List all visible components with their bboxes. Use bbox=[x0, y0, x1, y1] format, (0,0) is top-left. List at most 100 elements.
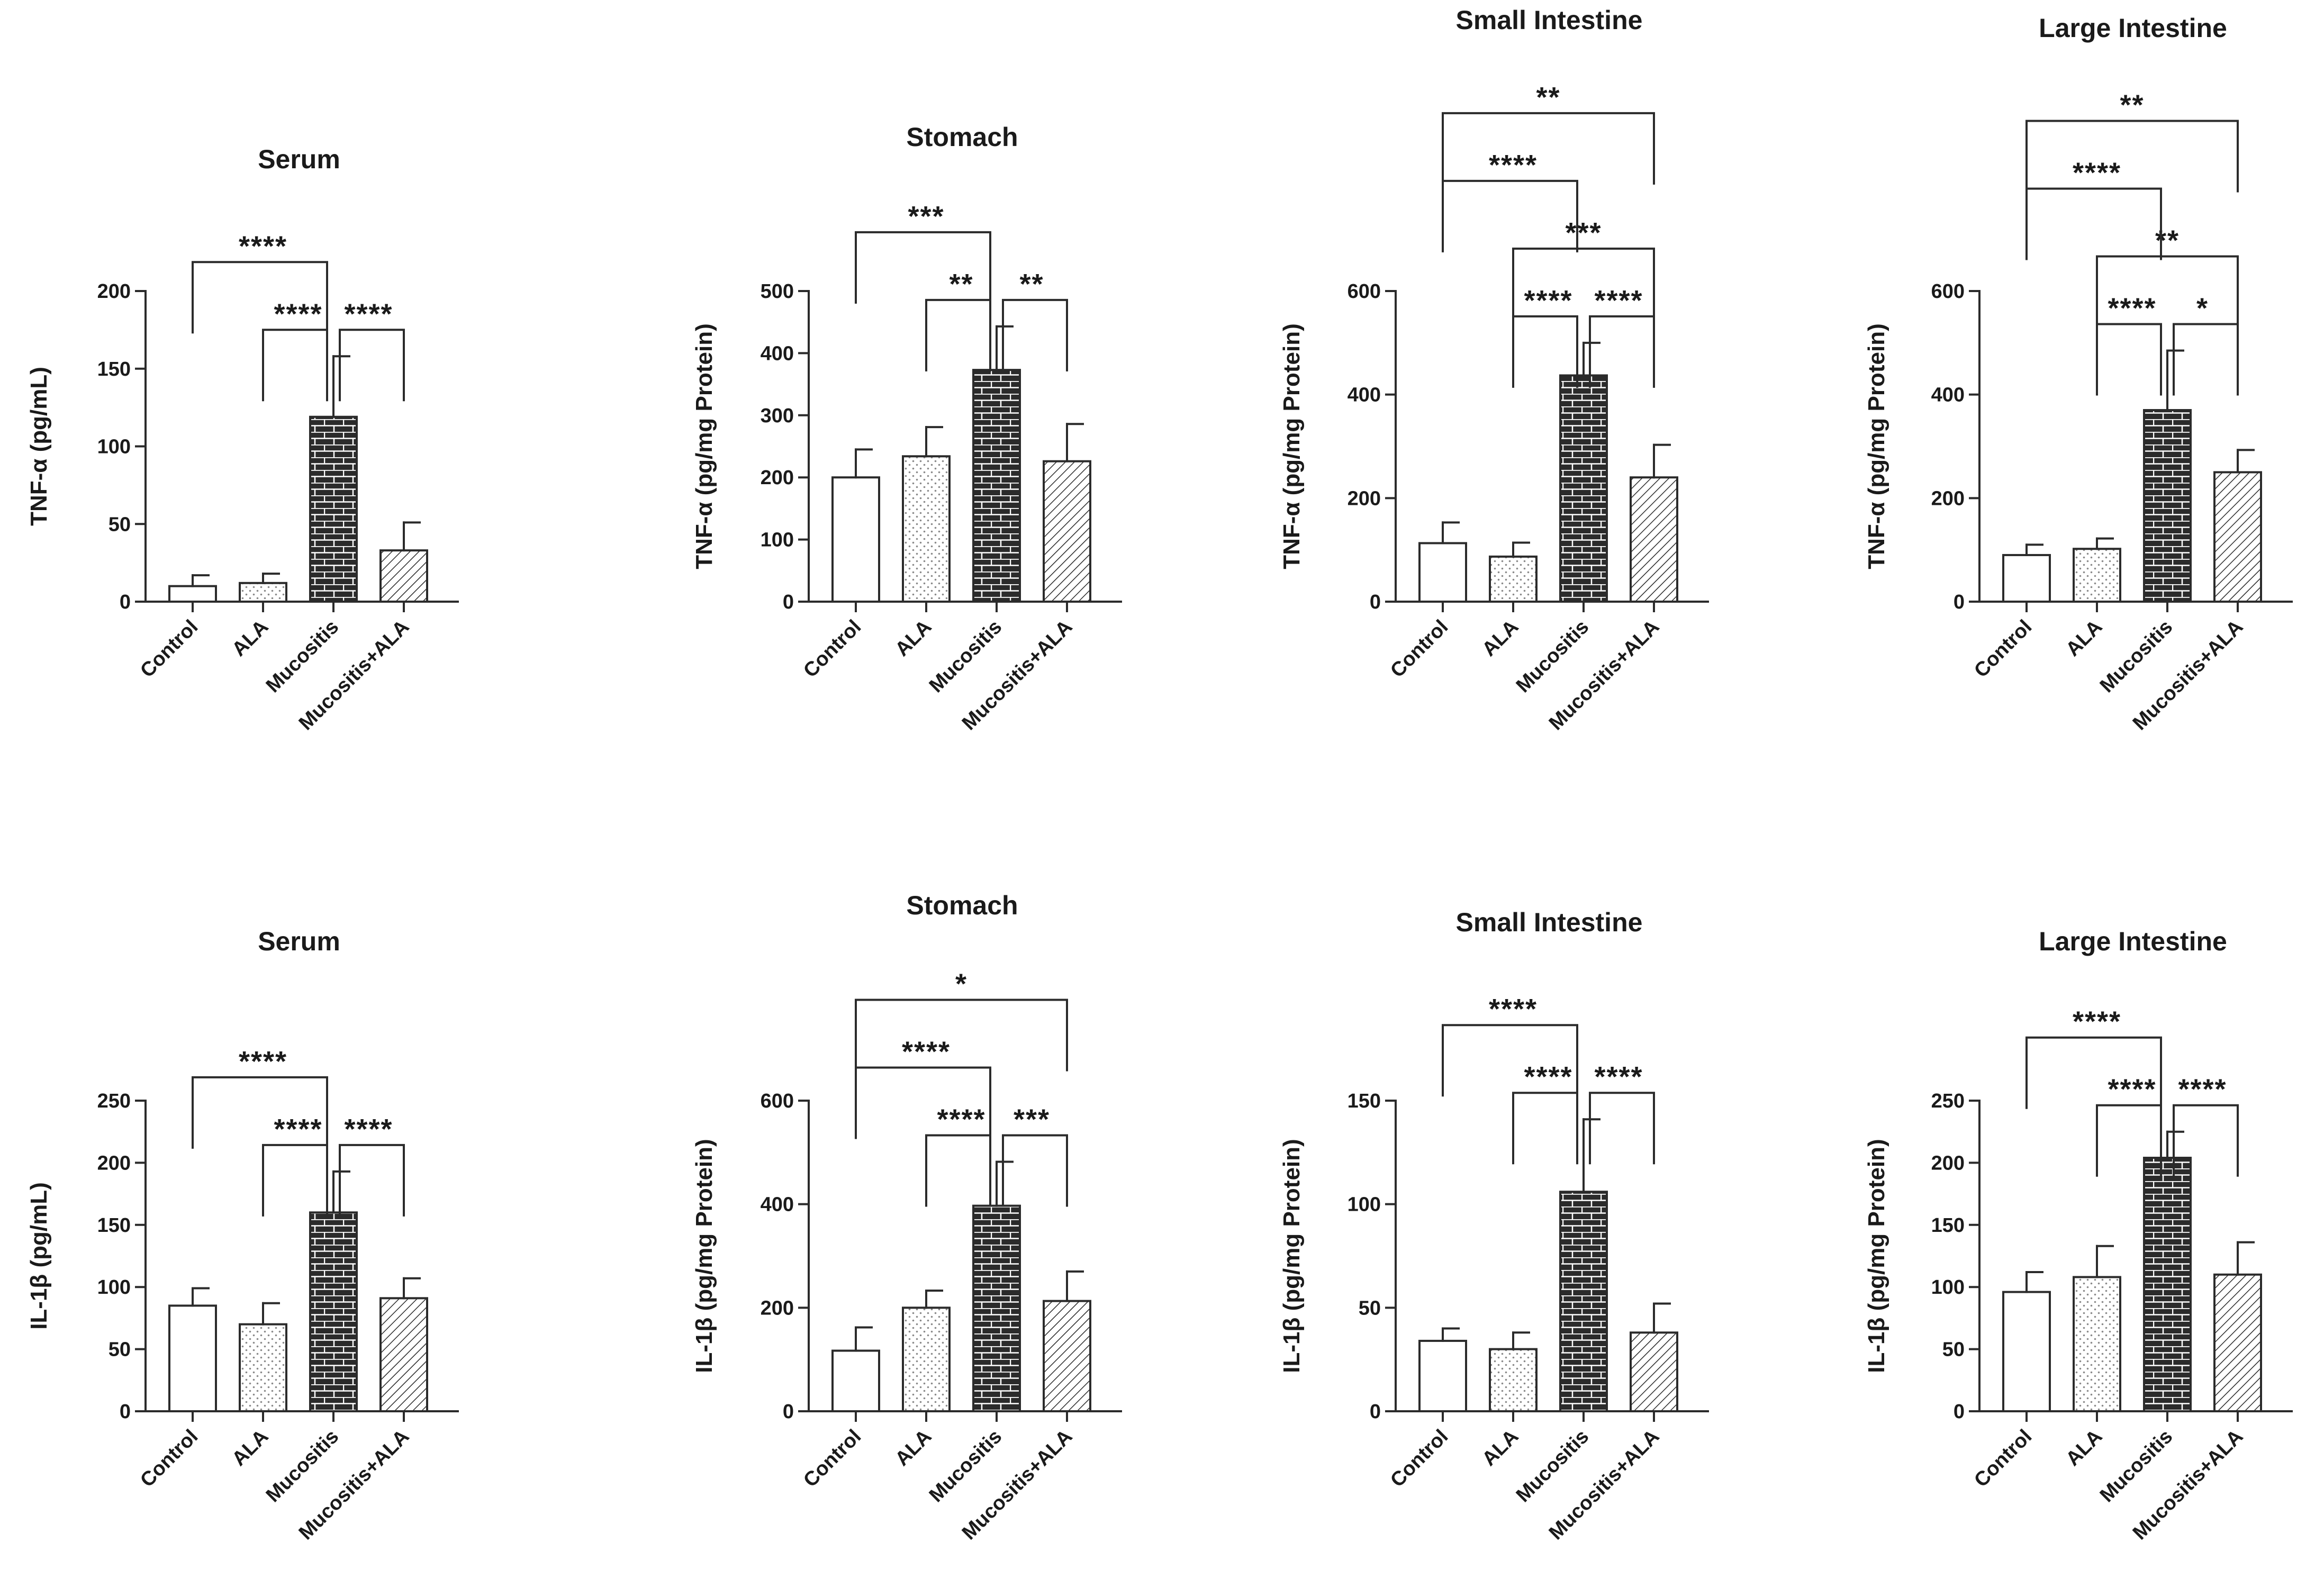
y-tick-label: 200 bbox=[761, 1297, 794, 1319]
significance-line bbox=[262, 1144, 328, 1217]
x-tick-label: ALA bbox=[1478, 616, 1523, 661]
y-tick-label: 250 bbox=[97, 1090, 131, 1112]
significance-label: **** bbox=[274, 298, 322, 330]
y-tick-label: 200 bbox=[97, 1152, 131, 1174]
significance-bracket: **** bbox=[339, 298, 405, 402]
chart-panel-2: Stomach TNF-α (pg/mg Protein) 0 100 200 300 40… bbox=[691, 122, 1122, 734]
y-tick-label: 50 bbox=[1942, 1339, 1965, 1361]
significance-line bbox=[2173, 1104, 2239, 1177]
y-tick-label: 150 bbox=[1931, 1214, 1965, 1237]
bar-mucositis bbox=[309, 415, 358, 603]
y-tick-label: 100 bbox=[1931, 1276, 1965, 1299]
x-tick-label: ALA bbox=[228, 616, 273, 661]
significance-bracket: ** bbox=[925, 268, 991, 371]
y-tick-label: 150 bbox=[1348, 1090, 1381, 1112]
significance-line bbox=[2096, 1104, 2162, 1177]
significance-label: **** bbox=[1489, 993, 1538, 1025]
significance-label: **** bbox=[344, 298, 393, 330]
y-axis-label: TNF-α (pg/mg Protein) bbox=[691, 323, 717, 569]
y-tick-label: 0 bbox=[1954, 1401, 1965, 1423]
significance-bracket: *** bbox=[855, 201, 991, 304]
bar-control bbox=[168, 1304, 217, 1412]
significance-line bbox=[925, 298, 991, 371]
significance-bracket: **** bbox=[855, 1036, 991, 1139]
chart-panel-4: Large Intestine TNF-α (pg/mg Protein) 0 200… bbox=[1864, 13, 2293, 734]
bar-mucositis-ala bbox=[379, 549, 428, 603]
y-tick-label: 400 bbox=[761, 1194, 794, 1216]
significance-bracket: ** bbox=[2025, 89, 2239, 193]
y-axis-label: IL-1β (pg/mL) bbox=[26, 1182, 52, 1330]
y-tick-label: 50 bbox=[1359, 1297, 1381, 1319]
significance-label: ** bbox=[1019, 268, 1044, 300]
significance-bracket: **** bbox=[1589, 285, 1655, 388]
significance-line bbox=[925, 1134, 991, 1207]
y-tick-label: 0 bbox=[783, 591, 794, 613]
significance-label: **** bbox=[2178, 1074, 2227, 1105]
panel-title: Large Intestine bbox=[2039, 927, 2227, 956]
significance-label: **** bbox=[274, 1113, 322, 1145]
y-tick-label: 250 bbox=[1931, 1090, 1965, 1112]
y-tick-label: 0 bbox=[783, 1401, 794, 1423]
bar-ala bbox=[1489, 555, 1538, 603]
significance-line bbox=[1442, 1024, 1578, 1097]
y-tick-label: 200 bbox=[1931, 1152, 1965, 1174]
x-tick-label: Control bbox=[1386, 616, 1452, 682]
bar-mucositis bbox=[972, 1204, 1021, 1412]
significance-line bbox=[1589, 1092, 1655, 1165]
significance-bracket: **** bbox=[192, 230, 328, 334]
x-tick-label: Control bbox=[1970, 616, 2036, 682]
significance-bracket: ** bbox=[1002, 268, 1068, 371]
bar-control bbox=[2002, 553, 2051, 603]
significance-bracket: **** bbox=[2096, 293, 2162, 396]
significance-line bbox=[855, 231, 991, 304]
significance-label: **** bbox=[1524, 1061, 1572, 1093]
significance-bracket: ** bbox=[1442, 81, 1655, 185]
significance-bracket: **** bbox=[262, 298, 328, 402]
significance-label: **** bbox=[937, 1103, 985, 1135]
bar-mucositis-ala bbox=[2213, 1273, 2262, 1412]
significance-line bbox=[1442, 179, 1578, 252]
significance-label: **** bbox=[2073, 157, 2121, 189]
significance-bracket: **** bbox=[1442, 993, 1578, 1097]
significance-label: **** bbox=[239, 1046, 287, 1077]
bar-mucositis-ala bbox=[1043, 460, 1091, 603]
significance-bracket: **** bbox=[2173, 1074, 2239, 1177]
significance-label: **** bbox=[2108, 293, 2156, 324]
significance-line bbox=[339, 329, 405, 402]
bar-mucositis bbox=[972, 369, 1021, 603]
y-tick-label: 100 bbox=[97, 1276, 131, 1299]
x-tick-label: ALA bbox=[891, 1426, 936, 1471]
significance-line bbox=[1512, 247, 1655, 320]
significance-line bbox=[1442, 112, 1655, 185]
y-tick-label: 100 bbox=[97, 436, 131, 458]
panel-title: Serum bbox=[258, 927, 340, 956]
x-tick-label: ALA bbox=[2061, 1426, 2106, 1471]
significance-line bbox=[2173, 323, 2239, 396]
significance-bracket: **** bbox=[2025, 157, 2162, 260]
chart-panel-3: Small Intestine TNF-α (pg/mg Protein) 0 200… bbox=[1279, 5, 1709, 734]
bar-ala bbox=[902, 1306, 951, 1412]
bar-mucositis-ala bbox=[379, 1297, 428, 1413]
y-axis-label: IL-1β (pg/mg Protein) bbox=[1279, 1139, 1305, 1373]
y-tick-label: 0 bbox=[120, 591, 131, 613]
bar-mucositis bbox=[2143, 409, 2192, 603]
x-tick-label: Control bbox=[136, 616, 202, 682]
significance-label: **** bbox=[2108, 1074, 2156, 1105]
chart-panel-8: Large Intestine IL-1β (pg/mg Protein) 0 50 1… bbox=[1864, 927, 2293, 1544]
significance-line bbox=[1002, 1134, 1068, 1207]
significance-line bbox=[1589, 315, 1655, 388]
y-tick-label: 200 bbox=[1348, 487, 1381, 510]
bar-ala bbox=[239, 1323, 287, 1412]
significance-bracket: **** bbox=[1512, 1061, 1578, 1165]
y-tick-label: 400 bbox=[1348, 384, 1381, 406]
panel-title: Serum bbox=[258, 144, 340, 174]
significance-bracket: **** bbox=[2096, 1074, 2162, 1177]
significance-line bbox=[192, 1076, 328, 1149]
x-tick-label: ALA bbox=[2061, 616, 2106, 661]
panels-layer: Serum TNF-α (pg/mL) 0 50 100 150 200 Control ALA… bbox=[26, 5, 2293, 1544]
y-tick-label: 150 bbox=[97, 1214, 131, 1237]
bar-mucositis-ala bbox=[1630, 476, 1678, 603]
significance-label: **** bbox=[2073, 1006, 2121, 1038]
bar-control bbox=[2002, 1291, 2051, 1413]
y-tick-label: 200 bbox=[97, 280, 131, 303]
